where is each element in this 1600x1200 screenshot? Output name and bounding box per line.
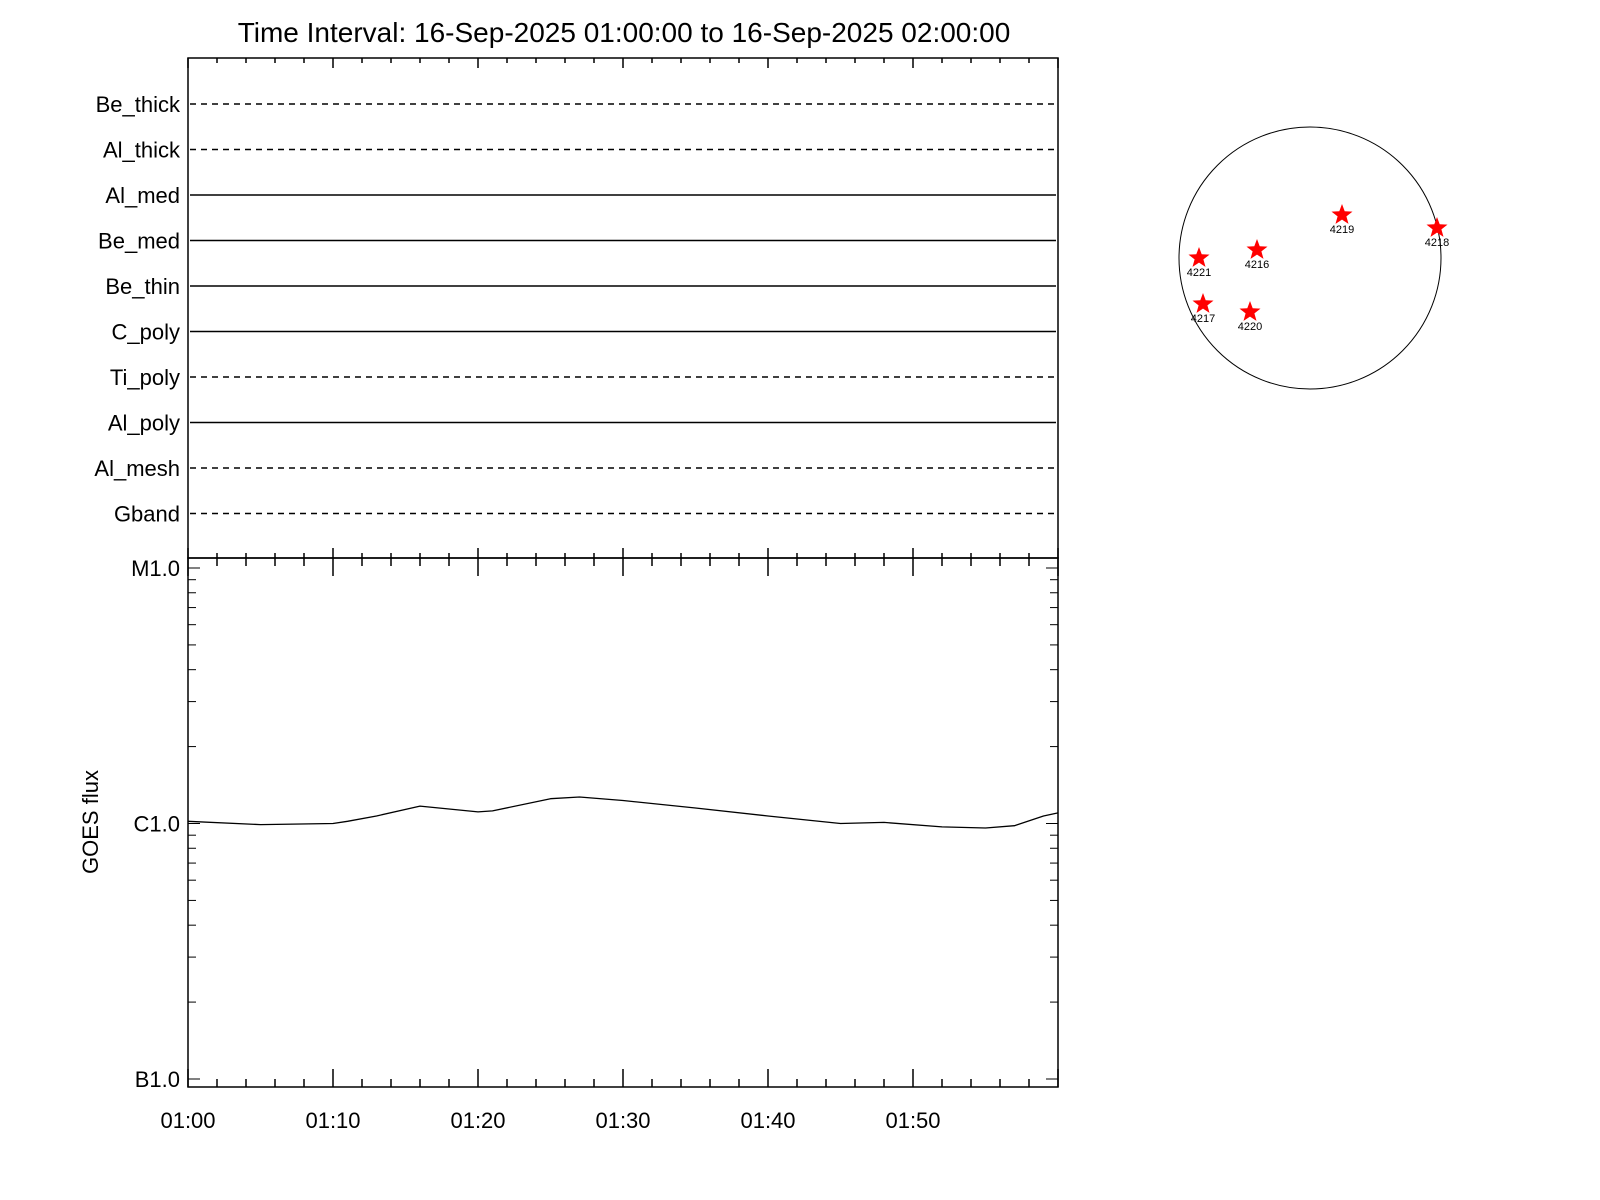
filter-row-label: Be_thin — [105, 274, 180, 299]
filter-panel: Be_thick Al_thick Al_med Be_med Be_thin C_pol… — [94, 57, 1059, 559]
filter-row-label: Al_thick — [103, 138, 181, 163]
x-tick-label: 01:40 — [740, 1108, 795, 1133]
active-region-label: 4218 — [1425, 237, 1449, 249]
chart-title: Time Interval: 16-Sep-2025 01:00:00 to 1… — [238, 17, 1011, 48]
x-tick-label: 01:30 — [595, 1108, 650, 1133]
goes-panel-frame — [187, 557, 1059, 1088]
solar-disk: 4219 4218 4221 4216 4217 4220 — [1178, 126, 1449, 390]
y-tick-label: M1.0 — [131, 556, 180, 581]
solar-limb — [1178, 126, 1442, 390]
active-region-star-icon — [1246, 239, 1268, 259]
filter-row-label: Be_med — [98, 229, 180, 254]
goes-flux-line — [187, 796, 1059, 829]
filter-row-label: Be_thick — [96, 92, 181, 117]
filter-row-label: Al_mesh — [94, 456, 180, 481]
filter-row-label: Gband — [114, 502, 180, 527]
y-tick-label: B1.0 — [135, 1067, 180, 1092]
active-region-label: 4219 — [1330, 224, 1354, 236]
filter-row-label: Al_poly — [108, 411, 180, 436]
active-region-label: 4216 — [1245, 259, 1269, 271]
active-region-label: 4221 — [1187, 267, 1211, 279]
x-tick-label: 01:20 — [450, 1108, 505, 1133]
active-region-star-icon — [1188, 247, 1210, 267]
x-tick-label: 01:00 — [160, 1108, 215, 1133]
filter-row-label: Al_med — [105, 183, 180, 208]
active-region-star-icon — [1331, 204, 1353, 224]
y-axis-label: GOES flux — [78, 770, 103, 874]
active-region-label: 4220 — [1238, 321, 1262, 333]
x-tick-label: 01:50 — [885, 1108, 940, 1133]
filter-row-label: Ti_poly — [110, 365, 180, 390]
active-region-star-icon — [1426, 217, 1448, 237]
filter-row-label: C_poly — [112, 320, 180, 345]
x-tick-label: 01:10 — [305, 1108, 360, 1133]
goes-panel: 01:00 01:10 01:20 01:30 01:40 01:50 M1.0 C1.0 B1… — [131, 556, 1059, 1133]
active-region-star-icon — [1192, 293, 1214, 313]
active-region-star-icon — [1239, 301, 1261, 321]
active-region-label: 4217 — [1191, 313, 1215, 325]
top-panel-frame — [187, 57, 1059, 559]
y-tick-label: C1.0 — [134, 812, 180, 837]
